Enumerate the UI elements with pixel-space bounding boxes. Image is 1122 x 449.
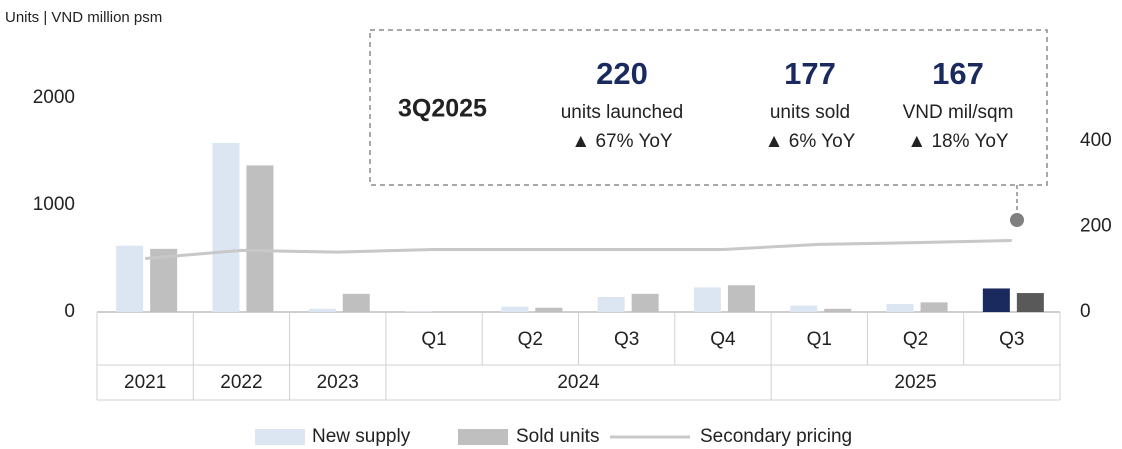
legend-swatch (458, 429, 508, 445)
stat-label: units launched (561, 102, 684, 123)
bar (405, 311, 433, 312)
x-group-label: 2024 (557, 372, 600, 393)
x-tick-label: 2023 (317, 372, 359, 393)
stat-change: ▲ 6% YoY (765, 131, 856, 152)
x-tick-label: 2021 (124, 372, 166, 393)
annotation-dot (1010, 213, 1024, 227)
bar (501, 306, 529, 312)
y2-tick-label: 0 (1080, 301, 1091, 322)
x-tick-label: Q1 (807, 329, 832, 350)
y2-tick-label: 200 (1080, 215, 1112, 236)
legend-swatch (255, 429, 305, 445)
bar (982, 288, 1010, 312)
bar (150, 248, 178, 312)
bar (920, 302, 948, 312)
bar (824, 308, 852, 312)
stat-value: 177 (784, 56, 836, 91)
legend-label: Secondary pricing (700, 426, 852, 447)
stat-change: ▲ 67% YoY (571, 131, 673, 152)
bar (116, 245, 144, 312)
bar (535, 307, 563, 312)
x-tick-label: Q2 (518, 329, 543, 350)
y2-tick-label: 400 (1080, 130, 1112, 151)
bar (212, 142, 240, 312)
x-tick-label: Q1 (421, 329, 446, 350)
legend-label: New supply (312, 426, 411, 447)
bar (727, 285, 755, 312)
bar (597, 297, 625, 312)
bar (631, 293, 659, 312)
x-tick-label: Q2 (903, 329, 928, 350)
bar (886, 303, 914, 312)
x-group-label: 2025 (894, 372, 936, 393)
bar (308, 308, 336, 312)
x-tick-label: Q3 (614, 329, 639, 350)
stat-label: VND mil/sqm (903, 102, 1014, 123)
y-tick-label: 2000 (33, 87, 75, 108)
bar (1016, 293, 1044, 312)
bar (439, 311, 467, 312)
stat-value: 167 (932, 56, 984, 91)
legend-label: Sold units (516, 426, 599, 447)
stat-label: units sold (770, 102, 850, 123)
x-tick-label: Q3 (999, 329, 1024, 350)
stat-change: ▲ 18% YoY (907, 131, 1009, 152)
y-tick-label: 0 (64, 301, 75, 322)
stat-value: 220 (596, 56, 648, 91)
annotation-period: 3Q2025 (398, 95, 487, 123)
x-tick-label: Q4 (710, 329, 736, 350)
y-tick-label: 1000 (33, 194, 75, 215)
line (145, 239, 1012, 260)
bar (790, 305, 818, 312)
bar (246, 165, 274, 312)
annotation-box (369, 29, 1048, 186)
bar (693, 287, 721, 312)
x-tick-label: 2022 (220, 372, 262, 393)
y-axis-label: Units | VND million psm (5, 9, 162, 26)
bar (342, 293, 370, 312)
